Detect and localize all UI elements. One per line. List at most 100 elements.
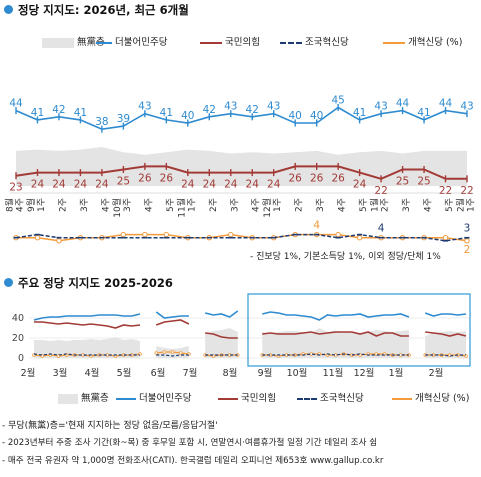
x-tick-label: 2주 xyxy=(57,198,68,212)
small-party-value-label: 4 xyxy=(378,223,385,235)
chart2-title: 주요 정당 지지도 2025-2026 xyxy=(4,275,173,291)
legend-item-ppp: 국민의힘 xyxy=(218,390,276,404)
ppp-value-label: 22 xyxy=(374,185,387,197)
x-tick-label: 2월 xyxy=(21,367,36,379)
x-tick-label: 2월 xyxy=(429,367,444,379)
x-tick-text: 1주 xyxy=(36,198,47,212)
ppp-value-label: 22 xyxy=(439,185,452,197)
x-tick-text: 3주 xyxy=(229,198,240,212)
ppp-value-label: 24 xyxy=(267,179,281,191)
x-tick-label: 4주 xyxy=(423,198,434,212)
x-tick-text: 12월 xyxy=(261,198,273,218)
x-tick-label: 5월 xyxy=(117,367,132,379)
x-tick-label: 10월 xyxy=(287,367,308,379)
ppp-value-label: 24 xyxy=(246,179,260,191)
minjoo-value-label: 41 xyxy=(417,107,430,119)
legend-item-reform: 개혁신당 (%) xyxy=(392,390,469,404)
minjoo-value-label: 42 xyxy=(246,104,259,116)
minjoo-value-label: 41 xyxy=(353,107,366,119)
x-tick-label: 3주 xyxy=(229,198,240,212)
ppp-value-label: 24 xyxy=(353,179,367,191)
nonparty-area xyxy=(205,328,238,358)
x-tick-label: 4월 xyxy=(85,367,100,379)
y-tick-label: 40 xyxy=(12,313,24,324)
ppp-value-label: 26 xyxy=(160,172,174,184)
chart1-legend: 無黨층 더불어민주당 국민의힘 조국혁신당 개혁신당 (%) xyxy=(0,34,481,50)
ppp-value-label: 25 xyxy=(417,176,430,188)
minjoo-value-label: 42 xyxy=(52,104,65,116)
ppp-value-label: 24 xyxy=(52,179,66,191)
x-tick-text: 8월 xyxy=(4,198,16,212)
ppp-value-label: 26 xyxy=(331,172,345,184)
minjoo-line xyxy=(33,313,141,321)
x-tick-text: 5주 xyxy=(358,198,369,212)
small-party-value-label: 4 xyxy=(313,220,320,232)
reform-point xyxy=(170,350,175,354)
x-tick-text: 3주 xyxy=(79,198,90,212)
x-tick-label: 11월 xyxy=(323,367,344,379)
minjoo-value-label: 40 xyxy=(310,110,323,122)
ppp-value-label: 26 xyxy=(138,172,152,184)
x-tick-label: 9월 xyxy=(258,367,273,379)
x-tick-label: 4주 xyxy=(337,198,348,212)
y-tick-label: 20 xyxy=(12,333,24,344)
ppp-value-label: 24 xyxy=(95,179,109,191)
small-party-value-label: 2 xyxy=(464,244,471,256)
legend-item-minjoo: 더불어민주당 xyxy=(96,34,167,48)
legend-item-rebuild: 조국혁신당 xyxy=(297,390,364,404)
minor-party-note: - 진보당 1%, 기본소득당 1%, 이외 정당/단체 1% xyxy=(250,252,441,262)
legend-item-nonparty: 無黨층 xyxy=(58,390,109,404)
rebuild-line xyxy=(33,353,140,356)
ppp-value-label: 24 xyxy=(224,179,238,191)
x-tick-text: 2주 xyxy=(57,198,68,212)
reform-point xyxy=(142,231,148,238)
minjoo-value-label: 43 xyxy=(460,101,473,113)
x-tick-text: 1월 xyxy=(369,198,381,212)
ppp-value-label: 26 xyxy=(289,172,303,184)
minjoo-value-label: 41 xyxy=(74,107,87,119)
legend-item-ppp: 국민의힘 xyxy=(200,34,260,48)
ppp-value-label: 25 xyxy=(117,176,130,188)
x-tick-text: 5주 xyxy=(444,198,455,212)
minjoo-value-label: 43 xyxy=(138,101,151,113)
ppp-value-label: 24 xyxy=(181,179,195,191)
minjoo-value-label: 43 xyxy=(224,101,237,113)
minjoo-value-label: 41 xyxy=(160,107,173,119)
minjoo-value-label: 40 xyxy=(181,110,194,122)
x-tick-text: 10월 xyxy=(111,198,123,218)
minjoo-value-label: 44 xyxy=(396,98,410,110)
x-tick-text: 4주 xyxy=(423,198,434,212)
chart1-title: 정당 지지도: 2026년, 최근 6개월 xyxy=(4,2,189,18)
footnote-2: - 2023년부터 주중 조사 기간(화~목) 중 후무일 포함 시, 연말연시… xyxy=(2,438,378,448)
x-tick-text: 4주 xyxy=(143,198,154,212)
minjoo-value-label: 44 xyxy=(439,98,453,110)
nonparty-area xyxy=(34,337,140,358)
reform-point xyxy=(356,235,363,241)
ppp-line xyxy=(205,332,238,339)
x-tick-label: 5주 xyxy=(444,198,455,212)
x-tick-text: 2월 xyxy=(455,198,467,212)
chart2-plot: 0 20 40 2월 3월 4월 5월 6월 7월 8월 9월 10월 11월 12월 1월 2월 xyxy=(12,293,471,379)
x-tick-text: 4주 xyxy=(100,198,111,212)
rebuild-line xyxy=(15,233,468,242)
x-tick-text: 1주 xyxy=(186,198,197,212)
small-party-value-label: 3 xyxy=(464,223,471,235)
footnote-1: - 무당(無黨)층='현재 지지하는 정당 없음/모름/응답거절' xyxy=(2,421,218,431)
chart2-legend: 無黨층 더불어민주당 국민의힘 조국혁신당 개혁신당 (%) xyxy=(0,390,481,406)
ppp-value-label: 22 xyxy=(460,185,473,197)
x-tick-label: 3주 xyxy=(315,198,326,212)
x-tick-label: 12월 xyxy=(354,367,375,379)
ppp-value-label: 26 xyxy=(310,172,324,184)
x-tick-label: 4주 xyxy=(251,198,262,212)
legend-item-rebuild: 조국혁신당 xyxy=(280,34,349,48)
x-tick-text: 3주 xyxy=(401,198,412,212)
ppp-value-label: 25 xyxy=(396,176,409,188)
x-tick-text: 9월 xyxy=(25,198,37,212)
reform-point xyxy=(162,350,167,354)
